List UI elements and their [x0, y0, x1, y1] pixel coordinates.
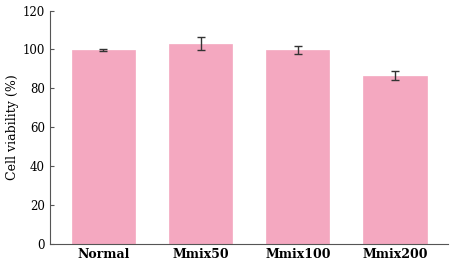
Bar	[72, 50, 135, 244]
Bar	[266, 50, 330, 244]
Bar	[169, 44, 232, 244]
Bar	[363, 76, 427, 244]
Y-axis label: Cell viability (%): Cell viability (%)	[5, 74, 19, 180]
